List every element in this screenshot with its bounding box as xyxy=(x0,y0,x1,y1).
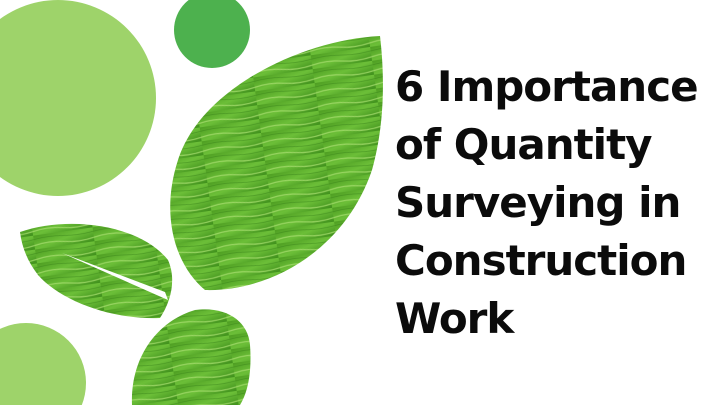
light-green-circle-bottom-left xyxy=(0,323,86,405)
title-line-3: Surveying in xyxy=(395,174,715,232)
title-line-1: 6 Importance xyxy=(395,58,715,116)
light-green-circle-top-left xyxy=(0,0,156,196)
green-circle-top xyxy=(174,0,250,68)
title-line-2: of Quantity xyxy=(395,116,715,174)
page-title: 6 Importance of Quantity Surveying in Co… xyxy=(395,58,715,348)
left-leaf-shape xyxy=(20,224,172,318)
large-leaf-shape xyxy=(170,36,383,290)
title-line-5: Work xyxy=(395,290,715,348)
bottom-leaf-shape xyxy=(132,309,251,405)
title-line-4: Construction xyxy=(395,232,715,290)
